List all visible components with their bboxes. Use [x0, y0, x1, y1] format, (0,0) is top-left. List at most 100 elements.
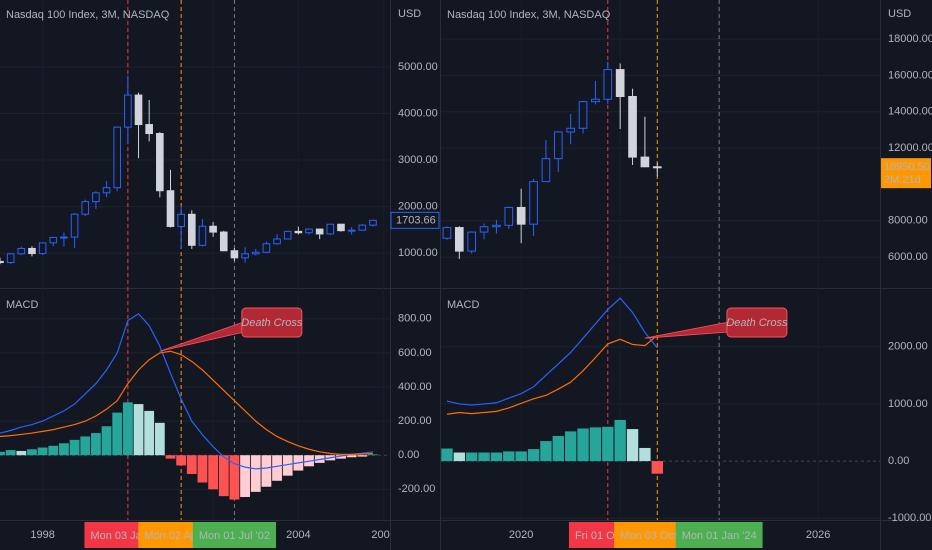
indicator-line	[0, 312, 374, 470]
candle-body	[230, 250, 239, 259]
chart-title: Nasdaq 100 Index, 3M, NASDAQ	[6, 9, 170, 21]
histogram-bar	[626, 429, 639, 462]
y-tick-label: 2000.00	[398, 200, 438, 212]
currency-label: USD	[398, 8, 421, 20]
histogram-bar	[441, 448, 453, 462]
callout-text: Death Cross	[726, 317, 788, 329]
histogram-bar	[59, 443, 69, 456]
callout-box	[241, 307, 303, 338]
histogram-bar	[272, 455, 282, 481]
marker-label: Mon 01 Jan '24	[682, 530, 757, 542]
marker-label-box	[192, 522, 277, 548]
y-tick-label: 12000.00	[888, 142, 932, 154]
x-tick-label: 1998	[30, 529, 54, 541]
countdown-label: 2M 21d	[884, 174, 921, 186]
candle-body	[166, 190, 175, 227]
candle-body	[305, 228, 313, 234]
histogram-bar	[490, 452, 503, 462]
callout-box	[726, 307, 788, 338]
y-tick-label: -1000.00	[888, 512, 931, 524]
x-tick-label: 2026	[806, 529, 830, 541]
candle-body	[60, 236, 68, 239]
candle-body	[145, 124, 153, 135]
price-label: 10950.50	[884, 161, 930, 173]
histogram-bar	[614, 419, 626, 462]
y-tick-label: 14000.00	[888, 106, 932, 118]
x-tick-label: 2006	[371, 529, 395, 541]
histogram-bar	[27, 449, 37, 456]
candle-body	[294, 230, 303, 234]
indicator-title: MACD	[447, 299, 479, 311]
callout-pointer	[159, 321, 245, 352]
marker-label-box	[675, 522, 763, 548]
histogram-bar	[16, 450, 27, 456]
candle-body	[628, 96, 637, 158]
histogram-bar	[5, 450, 16, 456]
histogram-bar	[540, 441, 552, 462]
histogram-bar	[0, 451, 5, 456]
y-tick-label: -200.00	[398, 483, 435, 495]
candle-body	[28, 247, 36, 255]
candle-body	[467, 231, 477, 252]
marker-label: Mon 01 Jul '02	[199, 530, 270, 542]
price-label-box	[881, 158, 931, 189]
y-tick-label: 1000.00	[398, 247, 438, 259]
candle-body	[615, 69, 625, 98]
candle-body	[177, 213, 185, 227]
y-tick-label: 800.00	[398, 313, 432, 325]
candle-body	[315, 228, 324, 235]
candle-body	[541, 158, 551, 183]
histogram-bar	[91, 433, 101, 456]
histogram-bar	[48, 445, 59, 456]
histogram-bar	[154, 422, 165, 456]
y-tick-label: 4000.00	[398, 107, 438, 119]
y-tick-label: 16000.00	[888, 69, 932, 81]
callout-text: Death Cross	[241, 317, 303, 329]
histogram-bar	[357, 455, 368, 457]
x-tick-label: 2020	[509, 529, 533, 541]
x-tick-label: 2004	[286, 529, 310, 541]
y-tick-label: 0.00	[398, 449, 419, 461]
candle-body	[566, 127, 576, 133]
candle-body	[347, 229, 356, 232]
y-tick-label: 18000.00	[888, 33, 932, 45]
histogram-bar	[197, 455, 208, 483]
indicator-line	[446, 297, 658, 406]
candle-body	[113, 126, 122, 189]
y-tick-label: 0.00	[888, 455, 909, 467]
candle-body	[273, 238, 281, 245]
candle-body	[326, 223, 335, 235]
histogram-bar	[250, 455, 261, 492]
histogram-bar	[336, 455, 346, 459]
candle-body	[516, 206, 526, 225]
candle-body	[219, 231, 228, 252]
histogram-bar	[144, 410, 155, 456]
candle-body	[188, 213, 196, 246]
indicator-line	[0, 350, 373, 455]
candle-body	[124, 94, 132, 128]
candle-body	[209, 225, 217, 233]
candle-body	[442, 227, 452, 239]
candle-body	[38, 242, 47, 255]
histogram-bar	[639, 447, 651, 462]
candle-body	[17, 247, 26, 255]
histogram-bar	[589, 427, 602, 462]
y-tick-label: 600.00	[398, 347, 432, 359]
histogram-bar	[368, 454, 378, 456]
candle-body	[492, 224, 501, 228]
histogram-bar	[37, 447, 48, 456]
y-tick-label: 8000.00	[888, 215, 928, 227]
histogram-bar	[564, 431, 577, 462]
candle-body	[504, 206, 514, 226]
histogram-bar	[101, 426, 112, 456]
histogram-bar	[176, 455, 187, 466]
candle-body	[369, 219, 377, 226]
candle-body	[640, 156, 650, 168]
candle-body	[251, 251, 260, 255]
histogram-bar	[133, 404, 144, 456]
histogram-bar	[465, 452, 478, 462]
histogram-bar	[577, 428, 589, 462]
